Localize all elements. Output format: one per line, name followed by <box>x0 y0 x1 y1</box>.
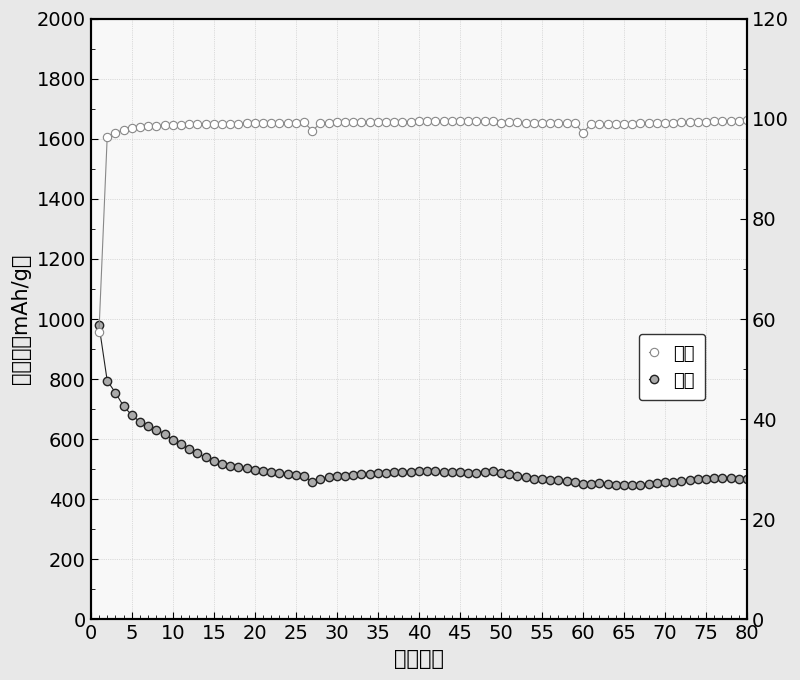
放电 <box>742 475 752 483</box>
放电 <box>94 321 104 329</box>
放电 <box>382 469 391 477</box>
放电 <box>619 481 629 490</box>
效率 <box>742 116 752 124</box>
效率 <box>488 117 498 125</box>
效率 <box>537 119 546 127</box>
放电 <box>488 467 498 475</box>
Line: 放电: 放电 <box>95 321 751 490</box>
效率 <box>94 328 104 336</box>
放电 <box>677 477 686 486</box>
Y-axis label: 比容量（mAh/g）: 比容量（mAh/g） <box>11 254 31 384</box>
效率 <box>480 117 490 125</box>
Line: 效率: 效率 <box>95 116 751 336</box>
效率 <box>513 118 522 126</box>
效率 <box>668 119 678 127</box>
Legend: 效率, 放电: 效率, 放电 <box>638 334 705 401</box>
X-axis label: 循环圈数: 循环圈数 <box>394 649 444 669</box>
效率 <box>382 118 391 126</box>
放电 <box>537 475 546 483</box>
放电 <box>513 472 522 480</box>
放电 <box>480 468 490 476</box>
